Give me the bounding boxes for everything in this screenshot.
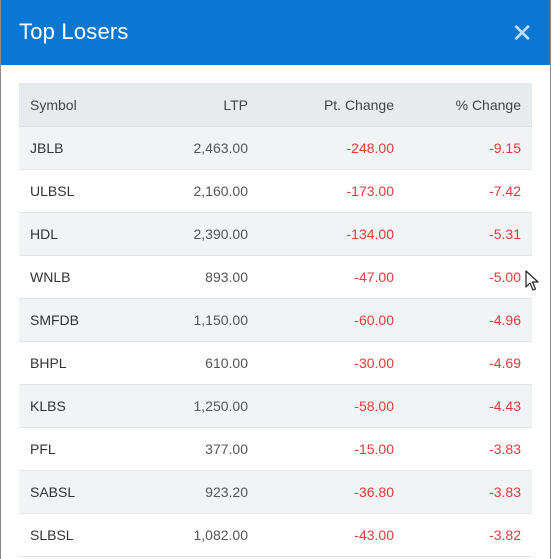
modal-body: Symbol LTP Pt. Change % Change JBLB 2,46… [1,65,550,557]
ltp-cell: 377.00 [130,427,248,471]
pt-change-cell: -60.00 [248,298,394,342]
pt-change-cell: -248.00 [248,126,394,170]
pct-change-cell: -4.69 [394,341,532,385]
symbol-cell: BHPL [19,341,130,385]
pct-change-cell: -4.43 [394,384,532,428]
pt-change-cell: -134.00 [248,212,394,256]
ltp-cell: 2,390.00 [130,212,248,256]
column-header-pt-change[interactable]: Pt. Change [248,83,394,127]
ltp-cell: 610.00 [130,341,248,385]
table-row[interactable]: SABSL 923.20 -36.80 -3.83 [19,470,532,514]
pct-change-cell: -9.15 [394,126,532,170]
table-row[interactable]: JBLB 2,463.00 -248.00 -9.15 [19,126,532,170]
table-row[interactable]: SLBSL 1,082.00 -43.00 -3.82 [19,513,532,557]
pct-change-cell: -5.31 [394,212,532,256]
symbol-cell: SLBSL [19,513,130,557]
pt-change-cell: -47.00 [248,255,394,299]
symbol-cell: HDL [19,212,130,256]
pct-change-cell: -4.96 [394,298,532,342]
pt-change-cell: -15.00 [248,427,394,471]
symbol-cell: ULBSL [19,169,130,213]
table-row[interactable]: BHPL 610.00 -30.00 -4.69 [19,341,532,385]
symbol-cell: SABSL [19,470,130,514]
pt-change-cell: -173.00 [248,169,394,213]
modal-header: Top Losers ✕ [1,0,550,65]
table-row[interactable]: HDL 2,390.00 -134.00 -5.31 [19,212,532,256]
symbol-cell: PFL [19,427,130,471]
table-header-row: Symbol LTP Pt. Change % Change [19,83,532,127]
pct-change-cell: -7.42 [394,169,532,213]
pt-change-cell: -43.00 [248,513,394,557]
pct-change-cell: -3.83 [394,427,532,471]
ltp-cell: 2,160.00 [130,169,248,213]
table-row[interactable]: PFL 377.00 -15.00 -3.83 [19,427,532,471]
symbol-cell: JBLB [19,126,130,170]
close-icon[interactable]: ✕ [511,17,533,48]
modal-title: Top Losers [19,19,129,44]
ltp-cell: 1,250.00 [130,384,248,428]
ltp-cell: 1,082.00 [130,513,248,557]
pt-change-cell: -36.80 [248,470,394,514]
table-row[interactable]: SMFDB 1,150.00 -60.00 -4.96 [19,298,532,342]
ltp-cell: 1,150.00 [130,298,248,342]
ltp-cell: 893.00 [130,255,248,299]
pct-change-cell: -3.83 [394,470,532,514]
column-header-ltp[interactable]: LTP [130,83,248,127]
losers-table: Symbol LTP Pt. Change % Change JBLB 2,46… [19,83,532,557]
table-row[interactable]: WNLB 893.00 -47.00 -5.00 [19,255,532,299]
ltp-cell: 2,463.00 [130,126,248,170]
pt-change-cell: -30.00 [248,341,394,385]
symbol-cell: WNLB [19,255,130,299]
symbol-cell: KLBS [19,384,130,428]
column-header-symbol[interactable]: Symbol [19,83,130,127]
pct-change-cell: -5.00 [394,255,532,299]
ltp-cell: 923.20 [130,470,248,514]
table-row[interactable]: KLBS 1,250.00 -58.00 -4.43 [19,384,532,428]
symbol-cell: SMFDB [19,298,130,342]
pt-change-cell: -58.00 [248,384,394,428]
column-header-pct-change[interactable]: % Change [394,83,532,127]
table-row[interactable]: ULBSL 2,160.00 -173.00 -7.42 [19,169,532,213]
pct-change-cell: -3.82 [394,513,532,557]
